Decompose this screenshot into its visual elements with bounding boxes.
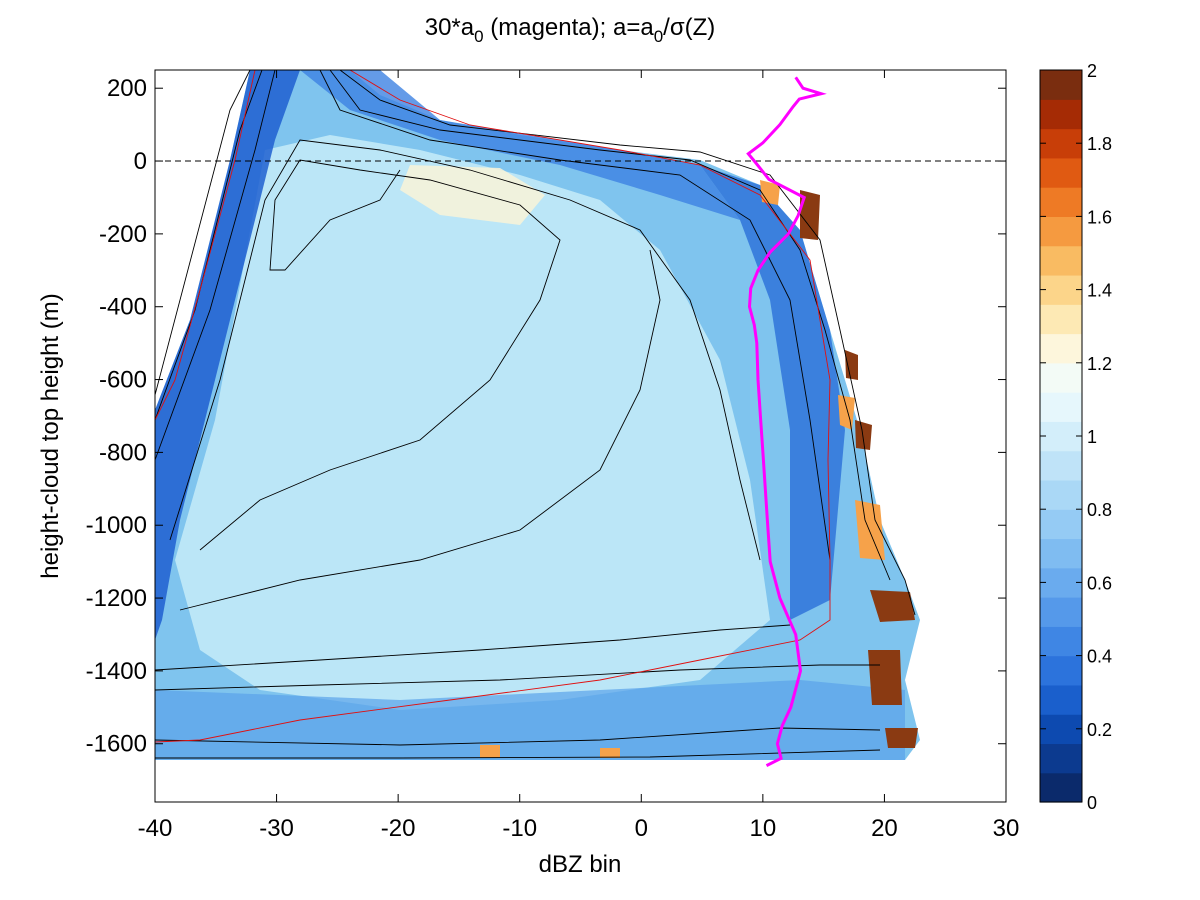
contour-7: [155, 624, 791, 671]
y-tick-label: -1200: [86, 585, 147, 612]
x-tick-label: 20: [871, 815, 898, 842]
colorbar-segment: [1040, 362, 1082, 393]
y-tick-label: -600: [99, 367, 147, 394]
x-tick-label: 0: [635, 815, 648, 842]
y-tick-label: -1600: [86, 731, 147, 758]
x-tick-label: 10: [750, 815, 777, 842]
heatmap-left-dark-band: [155, 70, 300, 640]
contour-outer: [155, 70, 916, 616]
colorbar-segment: [1040, 245, 1082, 276]
colorbar-segment: [1040, 772, 1082, 803]
colorbar-segment: [1040, 743, 1082, 774]
contour-5: [199, 159, 561, 551]
colorbar-segment: [1040, 479, 1082, 510]
x-tick-label: -20: [381, 815, 416, 842]
heatmap-field: [155, 70, 920, 760]
contour-red-1: [155, 70, 831, 743]
plot-frame: [154, 69, 1007, 803]
colorbar-segment: [1040, 509, 1082, 540]
colorbar-tick-label: 0.4: [1087, 647, 1112, 667]
colorbar-tick-label: 1.2: [1087, 354, 1112, 374]
y-tick-label: -1000: [86, 512, 147, 539]
y-axis-label: height-cloud top height (m): [37, 293, 64, 579]
x-tick-label: -30: [259, 815, 294, 842]
colorbar-tick-label: 1.6: [1087, 207, 1112, 227]
colorbar-tick-label: 0.2: [1087, 720, 1112, 740]
y-axis: -1600 -1400 -1200 -1000 -800 -600 -400 -200 0 200: [86, 75, 1006, 758]
heatmap-light-core: [175, 135, 770, 710]
contour-9: [155, 727, 881, 746]
colorbar-tick-label: 1.8: [1087, 134, 1112, 154]
colorbar-segment: [1040, 157, 1082, 188]
colorbar-segment: [1040, 421, 1082, 452]
colorbar-tick-label: 0.8: [1087, 500, 1112, 520]
colorbar-segment: [1040, 714, 1082, 745]
contour-3: [155, 70, 831, 561]
contour-2: [155, 70, 891, 581]
colorbar-segment: [1040, 538, 1082, 569]
chart-title: 30*a0 (magenta); a=a0/σ(Z): [425, 14, 716, 46]
x-tick-label: -40: [138, 815, 173, 842]
contour-10: [155, 749, 881, 759]
colorbar-segment: [1040, 128, 1082, 159]
contour-4: [169, 139, 761, 561]
x-axis: -40 -30 -20 -10 0 10 20 30: [138, 70, 1020, 842]
colorbar-segment: [1040, 70, 1082, 100]
colorbar-segment: [1040, 655, 1082, 686]
y-tick-label: -400: [99, 294, 147, 321]
y-tick-label: 0: [134, 148, 147, 175]
colorbar-tick-label: 0.6: [1087, 573, 1112, 593]
heatmap-warm-core: [400, 165, 545, 225]
contour-red-lines: [155, 70, 831, 743]
colorbar-segment: [1040, 274, 1082, 305]
colorbar-segment: [1040, 333, 1082, 364]
colorbar-segment: [1040, 567, 1082, 598]
heatmap-brown-edge: [800, 190, 918, 748]
colorbar-segment: [1040, 684, 1082, 715]
contour-6: [179, 249, 661, 611]
x-axis-label: dBZ bin: [539, 851, 622, 878]
colorbar-segment: [1040, 304, 1082, 335]
colorbar-segment: [1040, 99, 1082, 130]
colorbar-tick-label: 2: [1087, 61, 1097, 81]
y-tick-label: -1400: [86, 658, 147, 685]
contour-8: [155, 664, 880, 691]
y-tick-label: -800: [99, 439, 147, 466]
colorbar-segment: [1040, 597, 1082, 627]
colorbar-segment: [1040, 626, 1082, 657]
colorbar-segment: [1040, 216, 1082, 247]
colorbar-tick-label: 0: [1087, 793, 1097, 813]
colorbar-segment: [1040, 187, 1082, 217]
colorbar: 0 0.2 0.4 0.6 0.8 1 1.2 1.4 1.6 1.8 2: [1039, 61, 1112, 813]
y-tick-label: 200: [107, 75, 147, 102]
colorbar-segment: [1040, 392, 1082, 422]
colorbar-tick-label: 1.4: [1087, 281, 1112, 301]
colorbar-segment: [1040, 450, 1082, 481]
x-tick-label: 30: [993, 815, 1020, 842]
colorbar-tick-label: 1: [1087, 427, 1097, 447]
magenta-line: [746, 76, 827, 767]
contour-lines: [155, 70, 916, 759]
heatmap-bottom-band: [155, 680, 905, 760]
x-tick-label: -10: [502, 815, 537, 842]
heatmap-top-dark-band: [300, 70, 740, 220]
plot-area: [154, 69, 1007, 803]
y-tick-label: -200: [99, 221, 147, 248]
